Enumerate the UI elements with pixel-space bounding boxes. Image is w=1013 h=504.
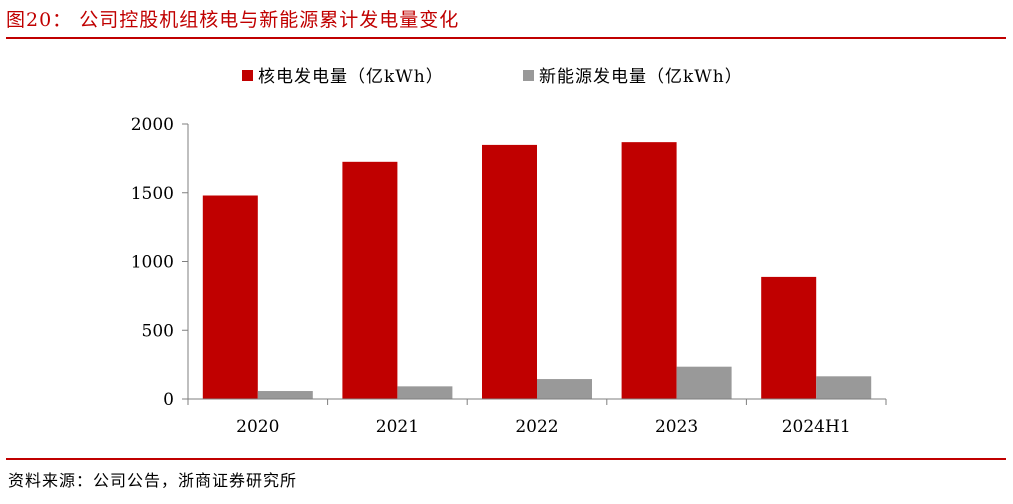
legend-label: 新能源发电量（亿kWh）: [539, 67, 743, 87]
y-tick-label: 500: [142, 321, 174, 341]
renewable-bar-2020: [257, 391, 313, 399]
y-axis: 0 500 1000 1500 2000: [131, 115, 189, 410]
title-rule: [6, 37, 1006, 39]
nuclear-bar-2024H1: [761, 276, 817, 399]
legend-swatch: [242, 70, 253, 81]
x-tick-label: 2022: [515, 417, 558, 437]
nuclear-bar-2020: [202, 195, 258, 399]
figure-source: 资料来源：公司公告，浙商证券研究所: [8, 471, 298, 490]
legend-swatch: [523, 70, 534, 81]
nuclear-bar-2021: [342, 161, 398, 399]
nuclear-bar-2023: [621, 142, 677, 399]
x-tick-label: 2020: [236, 417, 279, 437]
renewable-bar-2021: [397, 386, 453, 399]
x-tick-label: 2024H1: [782, 417, 851, 437]
y-tick-label: 1500: [131, 184, 174, 204]
bars: [202, 142, 872, 399]
source-rule: [6, 458, 1006, 460]
legend-label: 核电发电量（亿kWh）: [258, 67, 444, 87]
x-tick-label: 2021: [376, 417, 419, 437]
renewable-bar-2022: [537, 379, 592, 399]
chart-legend: 核电发电量（亿kWh） 新能源发电量（亿kWh）: [242, 67, 743, 87]
y-tick-label: 1000: [131, 253, 174, 273]
x-axis: 2020 2021 2022 2023 2024H1: [187, 398, 887, 437]
renewable-bar-2024H1: [816, 376, 872, 399]
y-tick-label: 0: [163, 390, 174, 410]
renewable-bar-2023: [676, 366, 732, 399]
bar-chart: 核电发电量（亿kWh） 新能源发电量（亿kWh） 0 500 1000 1500 2000…: [131, 67, 887, 437]
figure-title: 图20： 公司控股机组核电与新能源累计发电量变化: [6, 9, 460, 31]
x-tick-label: 2023: [655, 417, 698, 437]
nuclear-bar-2022: [482, 144, 537, 399]
y-tick-label: 2000: [131, 115, 174, 135]
